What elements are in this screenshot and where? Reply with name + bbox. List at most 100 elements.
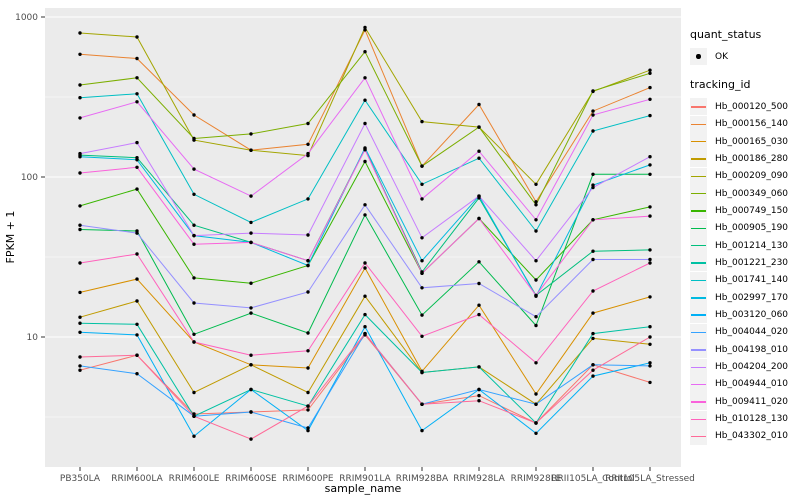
data-point bbox=[306, 428, 310, 433]
data-point bbox=[306, 233, 310, 237]
data-point bbox=[648, 172, 652, 176]
data-point bbox=[420, 286, 424, 290]
data-point bbox=[78, 151, 82, 156]
data-point bbox=[591, 89, 595, 93]
legend-item-label: Hb_004944_010 bbox=[715, 379, 789, 390]
data-point bbox=[192, 223, 196, 227]
data-point bbox=[78, 227, 82, 232]
data-point bbox=[306, 331, 310, 335]
data-point bbox=[306, 404, 310, 408]
data-point bbox=[363, 76, 367, 80]
legend-item-Hb_000905_190: Hb_000905_190 bbox=[690, 219, 800, 237]
data-point bbox=[648, 295, 652, 299]
color-key-box bbox=[690, 393, 707, 411]
color-line-icon bbox=[691, 435, 706, 438]
data-point bbox=[249, 363, 253, 367]
data-point bbox=[363, 159, 367, 164]
color-key-box bbox=[690, 98, 707, 116]
data-point bbox=[591, 331, 595, 336]
y-tick-label: 1000 bbox=[15, 13, 38, 23]
data-point bbox=[249, 281, 253, 285]
data-point bbox=[477, 102, 481, 107]
data-point bbox=[591, 185, 595, 190]
data-point bbox=[306, 290, 310, 294]
data-point bbox=[420, 428, 424, 433]
color-line-icon bbox=[691, 297, 706, 299]
data-point bbox=[78, 330, 82, 334]
data-point bbox=[591, 363, 595, 367]
data-point bbox=[648, 248, 652, 252]
data-point bbox=[192, 192, 196, 196]
data-point bbox=[591, 257, 595, 262]
legend-item-label: Hb_001741_140 bbox=[715, 275, 789, 286]
data-point bbox=[420, 370, 424, 375]
data-point bbox=[78, 96, 82, 100]
data-point bbox=[135, 322, 139, 326]
data-point bbox=[363, 325, 367, 329]
data-point bbox=[534, 229, 538, 233]
legend-item-Hb_004944_010: Hb_004944_010 bbox=[690, 375, 800, 393]
data-point bbox=[591, 311, 595, 315]
legend-item-Hb_000349_060: Hb_000349_060 bbox=[690, 185, 800, 203]
color-line-icon bbox=[691, 210, 706, 212]
data-point bbox=[78, 261, 82, 265]
data-point bbox=[534, 315, 538, 319]
data-point bbox=[306, 366, 310, 370]
data-point bbox=[78, 155, 82, 159]
data-point bbox=[591, 374, 595, 378]
color-line-icon bbox=[691, 245, 706, 247]
data-point bbox=[420, 334, 424, 338]
legend-quant-status-title: quant_status bbox=[690, 28, 762, 41]
color-line-icon bbox=[691, 227, 706, 230]
data-point bbox=[78, 171, 82, 175]
data-point bbox=[420, 271, 424, 275]
data-point bbox=[78, 321, 82, 325]
legend-item-label: Hb_043302_010 bbox=[715, 431, 789, 442]
legend-item-label: Hb_000209_090 bbox=[715, 171, 789, 182]
data-point bbox=[591, 113, 595, 117]
data-point bbox=[363, 294, 367, 298]
legend-item-Hb_010128_130: Hb_010128_130 bbox=[690, 410, 800, 428]
data-point bbox=[78, 223, 82, 227]
y-axis-title: FPKM + 1 bbox=[4, 211, 17, 264]
color-key-box bbox=[690, 133, 707, 151]
data-point bbox=[477, 194, 481, 198]
data-point bbox=[192, 414, 196, 418]
legend-item-Hb_004204_200: Hb_004204_200 bbox=[690, 358, 800, 376]
data-point bbox=[78, 116, 82, 120]
x-tick-label: RRIM928BA bbox=[396, 474, 449, 484]
x-tick-label: RRIM901LA bbox=[339, 474, 391, 484]
data-point bbox=[648, 155, 652, 159]
legend-item-Hb_000120_500: Hb_000120_500 bbox=[690, 98, 800, 116]
data-point bbox=[135, 35, 139, 39]
data-point bbox=[420, 402, 424, 406]
data-point bbox=[192, 233, 196, 238]
data-point bbox=[534, 293, 538, 298]
legend-item-label: Hb_002997_170 bbox=[715, 292, 789, 303]
data-point bbox=[420, 259, 424, 263]
data-point bbox=[135, 277, 139, 281]
data-point bbox=[135, 100, 139, 104]
legend-item-Hb_001741_140: Hb_001741_140 bbox=[690, 271, 800, 289]
data-point bbox=[192, 332, 196, 336]
color-line-icon bbox=[691, 401, 706, 403]
color-key-box bbox=[690, 202, 707, 220]
data-point bbox=[534, 278, 538, 282]
color-key-box bbox=[690, 254, 707, 272]
data-point bbox=[648, 214, 652, 218]
color-key-box bbox=[690, 185, 707, 203]
data-point bbox=[477, 393, 481, 398]
data-point bbox=[135, 76, 139, 80]
x-tick-label: RRII105LA_Control bbox=[551, 474, 634, 484]
legend-item-label: Hb_000165_030 bbox=[715, 136, 789, 147]
data-point bbox=[135, 92, 139, 96]
color-line-icon bbox=[691, 193, 706, 195]
data-point bbox=[591, 368, 595, 372]
data-point bbox=[420, 313, 424, 317]
color-line-icon bbox=[691, 262, 706, 264]
x-tick-label: RRIM600SE bbox=[225, 474, 277, 484]
data-point bbox=[249, 231, 253, 235]
legend-item-Hb_003120_060: Hb_003120_060 bbox=[690, 306, 800, 324]
data-point bbox=[648, 361, 652, 365]
